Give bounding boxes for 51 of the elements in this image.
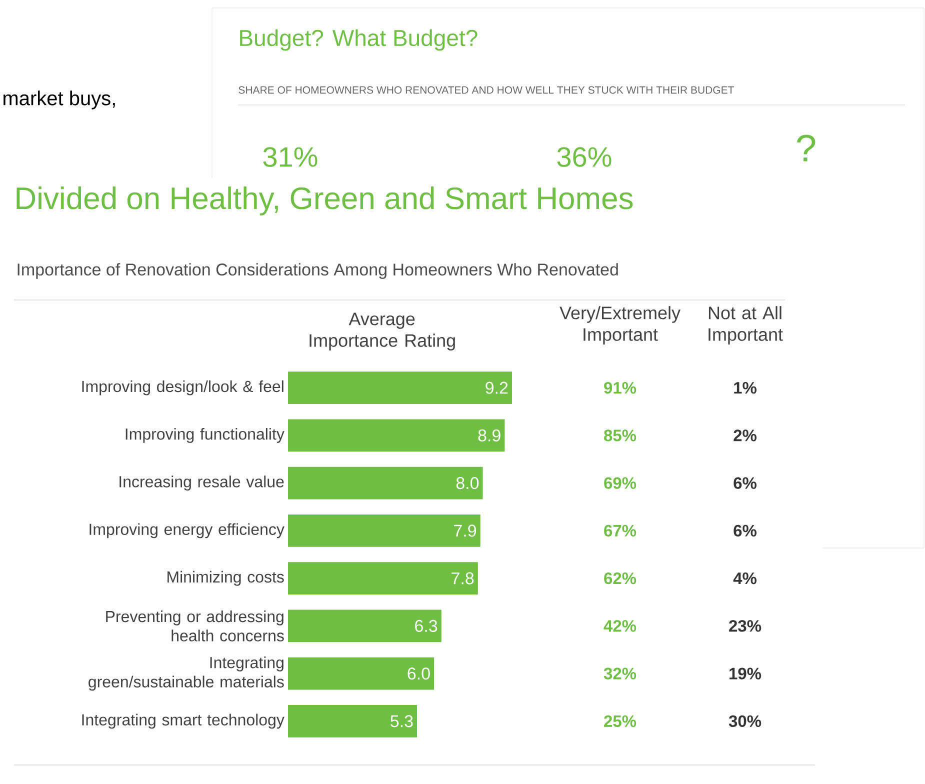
data-label: 5.3	[390, 715, 413, 728]
data-label: 8.0	[456, 477, 479, 490]
bar	[288, 419, 505, 452]
data-label: 9.2	[486, 382, 508, 394]
data-label: 6.3	[415, 620, 438, 632]
text: 31%	[263, 147, 318, 167]
bar	[288, 705, 418, 738]
y-tick-label: Improving energy efficiency	[90, 523, 284, 538]
y-tick-label: Increasing resale value	[120, 476, 284, 491]
data-label: 6.0	[408, 668, 430, 680]
bar	[288, 610, 442, 642]
data-label: 6%	[734, 477, 756, 489]
y-tick-label: Improving design/look & feel	[82, 380, 284, 396]
data-label: 2%	[734, 430, 756, 442]
data-label: 7.8	[452, 572, 474, 584]
data-label: 62%	[604, 572, 636, 584]
data-label: 23%	[729, 620, 762, 632]
text: market buys,	[4, 90, 115, 110]
y-tick-label: Improving functionality	[126, 428, 284, 443]
chart-subtitle: Importance of Renovation Considerations Among Homeowners Who Renovated	[18, 263, 618, 279]
data-label: 1%	[734, 382, 756, 394]
bar	[288, 514, 480, 547]
text: Very/Extremely Important	[560, 306, 680, 344]
bar	[288, 372, 512, 404]
y-tick-label: Integrating green/sustainable materials	[88, 656, 284, 691]
chart-title: Divided on Healthy, Green and Smart Homes	[16, 186, 633, 216]
text: Budget? What Budget?	[240, 29, 478, 51]
text: ?	[797, 134, 816, 162]
data-label: 6%	[734, 524, 756, 537]
data-label: 19%	[730, 668, 762, 680]
bar	[288, 466, 483, 500]
data-label: 4%	[733, 572, 756, 584]
y-tick-label: Minimizing costs	[168, 570, 284, 586]
bar	[288, 657, 434, 690]
text: SHARE OF HOMEOWNERS WHO RENOVATED AND HOW WELL THEY STUCK WITH THEIR BUDGET	[238, 86, 734, 94]
data-label: 32%	[604, 668, 636, 680]
x-axis-title: Average Importance Rating	[310, 312, 455, 350]
data-label: 42%	[604, 620, 636, 632]
y-tick-label: Integrating smart technology	[82, 714, 284, 729]
data-label: 30%	[728, 715, 762, 728]
text: 36%	[557, 147, 612, 167]
bar	[288, 562, 478, 595]
data-label: 91%	[604, 382, 636, 394]
data-label: 85%	[604, 430, 636, 442]
data-label: 8.9	[478, 429, 500, 442]
data-label: 7.9	[454, 524, 476, 537]
data-label: 25%	[604, 715, 636, 728]
text: Not at All Important	[708, 306, 783, 344]
data-label: 69%	[604, 477, 636, 489]
data-label: 67%	[604, 524, 636, 537]
y-tick-label: Preventing or addressing health concerns	[106, 610, 284, 642]
